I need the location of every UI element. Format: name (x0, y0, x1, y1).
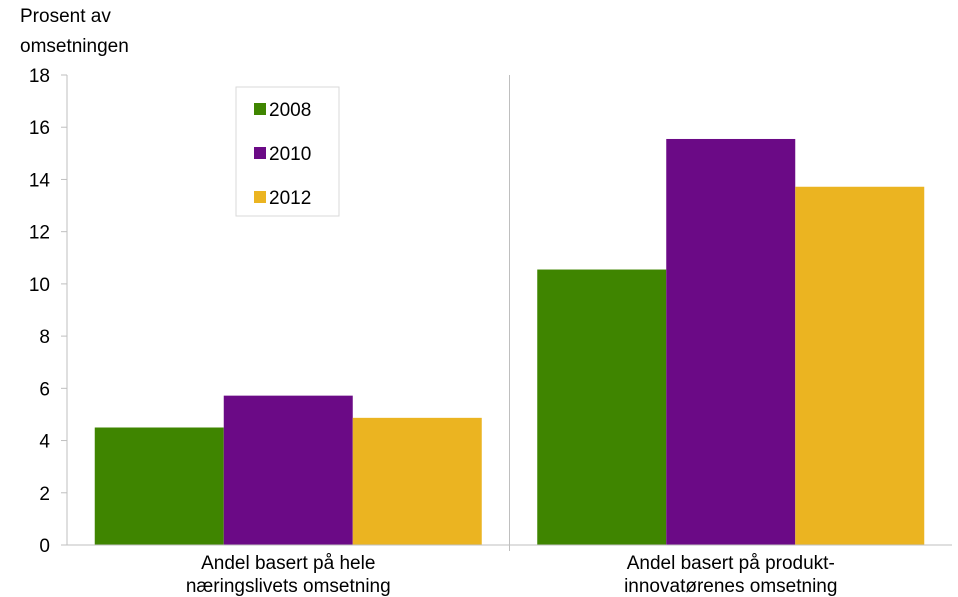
y-tick-label: 2 (39, 484, 50, 505)
legend-swatch-2008 (254, 103, 266, 115)
bar-2008-cat1 (95, 428, 224, 546)
y-axis-label-line-2: omsetningen (20, 36, 129, 57)
x-tick-label: Andel basert på produkt- (627, 553, 835, 574)
bar-2012-cat2 (795, 187, 924, 545)
y-tick-label: 12 (29, 223, 50, 244)
y-tick-label: 16 (29, 118, 50, 139)
bar-2008-cat2 (537, 270, 666, 545)
x-tick-label: Andel basert på hele (201, 553, 375, 574)
y-tick-label: 14 (29, 170, 51, 191)
x-tick-label: næringslivets omsetning (186, 576, 391, 597)
x-tick-label: innovatørenes omsetning (624, 576, 837, 597)
legend-label-2012: 2012 (269, 188, 311, 209)
y-axis-ticks: 0 2 4 6 8 10 12 14 16 18 (29, 66, 67, 557)
legend-swatch-2010 (254, 147, 266, 159)
legend: 2008 2010 2012 (236, 87, 339, 216)
bar-2010-cat2 (666, 139, 795, 545)
bar-2012-cat1 (353, 418, 482, 545)
y-tick-label: 0 (39, 536, 50, 557)
bar-2010-cat1 (224, 396, 353, 545)
y-tick-label: 6 (39, 379, 50, 400)
legend-swatch-2012 (254, 191, 266, 203)
y-tick-label: 8 (39, 327, 50, 348)
y-tick-label: 10 (29, 275, 50, 296)
y-tick-label: 18 (29, 66, 50, 87)
y-tick-label: 4 (39, 432, 50, 453)
y-axis-label-line-1: Prosent av (20, 6, 111, 27)
legend-label-2010: 2010 (269, 144, 311, 165)
legend-label-2008: 2008 (269, 100, 311, 121)
